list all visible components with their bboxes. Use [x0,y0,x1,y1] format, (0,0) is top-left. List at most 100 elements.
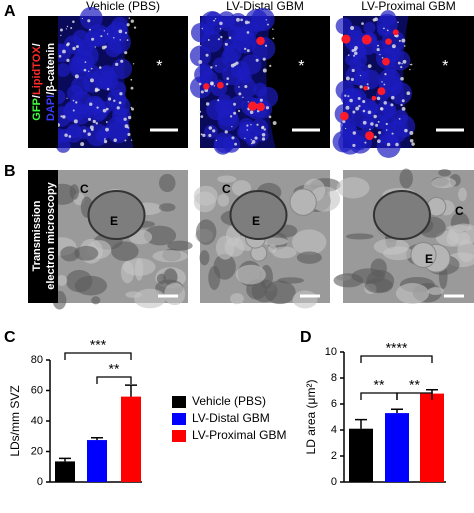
speck [238,86,240,88]
speck [89,102,93,106]
speck [219,21,223,26]
speck [264,44,268,47]
nucleus [87,190,146,240]
y-tick-label: 10 [325,346,337,358]
lipid [392,29,399,36]
significance-bracket [396,392,433,400]
speck [362,120,367,125]
significance-bracket [360,392,398,400]
speck [361,22,364,25]
em-texture [345,233,374,240]
speck [349,98,353,103]
speck [80,142,85,147]
speck [123,117,127,121]
ylabel-part: / [31,95,43,98]
speck [234,142,238,146]
em-label: C [455,204,464,218]
speck [366,83,369,86]
nucleus [82,72,104,93]
label-box [28,16,58,148]
em-texture [60,246,80,262]
speck [66,43,69,47]
speck [68,135,72,138]
nucleus [392,114,416,138]
speck [411,142,415,146]
em-texture [370,258,387,278]
speck [409,130,414,135]
y-tick-label: 6 [331,398,337,410]
speck [406,91,411,96]
speck [251,140,256,144]
speck [401,99,405,103]
em-texture [69,184,80,200]
speck [66,58,70,63]
speck [244,137,246,140]
em-texture [272,246,297,259]
em-texture [65,269,93,293]
significance-bracket [360,355,433,363]
speck [401,106,406,111]
em-texture [217,193,230,207]
legend-swatch [172,396,186,408]
speck [228,36,232,40]
speck [242,96,244,99]
speck [75,45,79,49]
speck [383,101,387,105]
speck [272,121,277,125]
em-texture [158,203,176,212]
speck [133,26,137,29]
lipid [216,81,224,89]
speck [104,45,107,49]
speck [103,139,108,144]
em-texture [399,168,413,189]
speck [89,28,91,31]
speck [131,107,135,111]
significance: ** [409,377,420,393]
speck [105,121,108,123]
legend-label: LV-Distal GBM [192,411,270,425]
speck [266,23,269,26]
speck [409,139,414,143]
ylabel-part: DAPI [45,95,57,121]
em-texture [373,238,410,255]
speck [95,122,99,125]
speck [400,76,404,81]
nucleus [213,132,235,153]
speck [215,139,218,142]
speck [235,61,239,65]
speck [58,54,62,58]
speck [236,17,240,22]
speck [377,131,382,135]
speck [390,103,394,107]
speck [201,27,204,30]
em-texture [431,177,456,189]
speck [244,20,249,25]
speck [233,102,237,106]
em-texture [364,278,393,294]
em-texture [111,241,139,262]
speck [347,95,350,98]
nucleus [229,190,288,240]
speck [345,76,350,81]
speck [113,138,117,142]
speck [398,117,401,120]
speck [359,74,362,77]
em-label: E [425,252,433,266]
speck [113,99,116,102]
speck [200,44,202,47]
speck [237,109,241,113]
error-bar [391,408,403,414]
speck [385,129,388,131]
speck [383,83,386,86]
speck [96,106,99,109]
nucleus [107,30,131,54]
speck [231,126,233,128]
speck [208,133,212,137]
em-texture [438,169,451,177]
em-texture [167,240,193,251]
nucleus [63,99,87,123]
speck [105,107,109,111]
speck [376,96,381,101]
nucleus [360,117,375,132]
significance: *** [90,337,107,353]
